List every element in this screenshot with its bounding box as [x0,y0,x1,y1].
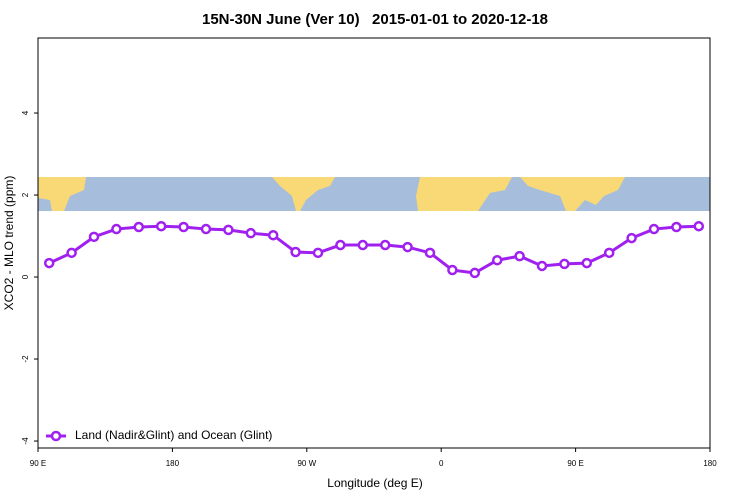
data-point [379,239,391,251]
y-axis-label: XCO2 - MLO trend (ppm) [2,176,16,311]
x-tick-label: 180 [166,459,180,468]
data-point [88,231,100,243]
data-point [312,247,324,259]
data-point [111,223,122,235]
data-point [43,257,55,269]
data-point [223,224,234,236]
data-point [357,239,369,251]
plot-frame [37,37,711,449]
y-tick-label: 2 [21,192,30,197]
land [272,177,335,211]
data-point [335,239,346,251]
data-point [626,232,637,244]
y-tick-label: 4 [21,110,30,115]
data-point [245,227,257,239]
data-point [200,223,212,235]
data-point [447,264,458,276]
data-point [559,258,570,270]
data-point [402,241,413,253]
y-tick-label: -2 [21,355,30,363]
map-strip [38,177,710,211]
data-point [603,247,615,259]
data-point [536,260,548,272]
y-tick-label: -4 [21,437,30,445]
data-point [178,221,189,233]
data-point [514,250,525,262]
data-point [648,223,660,235]
data-point [267,229,279,241]
data-point [424,247,436,259]
chart-title: 15N-30N June (Ver 10) 2015-01-01 to 2020… [202,11,548,28]
land [520,177,625,211]
x-tick-label: 90 E [567,459,583,468]
data-point [133,221,145,233]
x-tick-label: 180 [703,459,717,468]
legend-label: Land (Nadir&Glint) and Ocean (Glint) [75,428,272,442]
series-line [48,224,699,275]
data-point [290,246,301,258]
land [38,177,86,211]
data-point [693,220,705,232]
data-point [581,257,593,269]
x-tick-label: 90 E [30,459,46,468]
data-point [66,247,77,259]
x-axis-label: Longitude (deg E) [327,476,422,490]
data-point [155,220,167,232]
data-point [671,221,682,233]
legend-marker [50,430,62,442]
x-tick-label: 90 W [297,459,316,468]
data-point [469,267,481,279]
land [416,177,512,211]
y-tick-label: 0 [21,274,30,279]
data-point [491,254,503,266]
x-tick-label: 0 [439,459,444,468]
